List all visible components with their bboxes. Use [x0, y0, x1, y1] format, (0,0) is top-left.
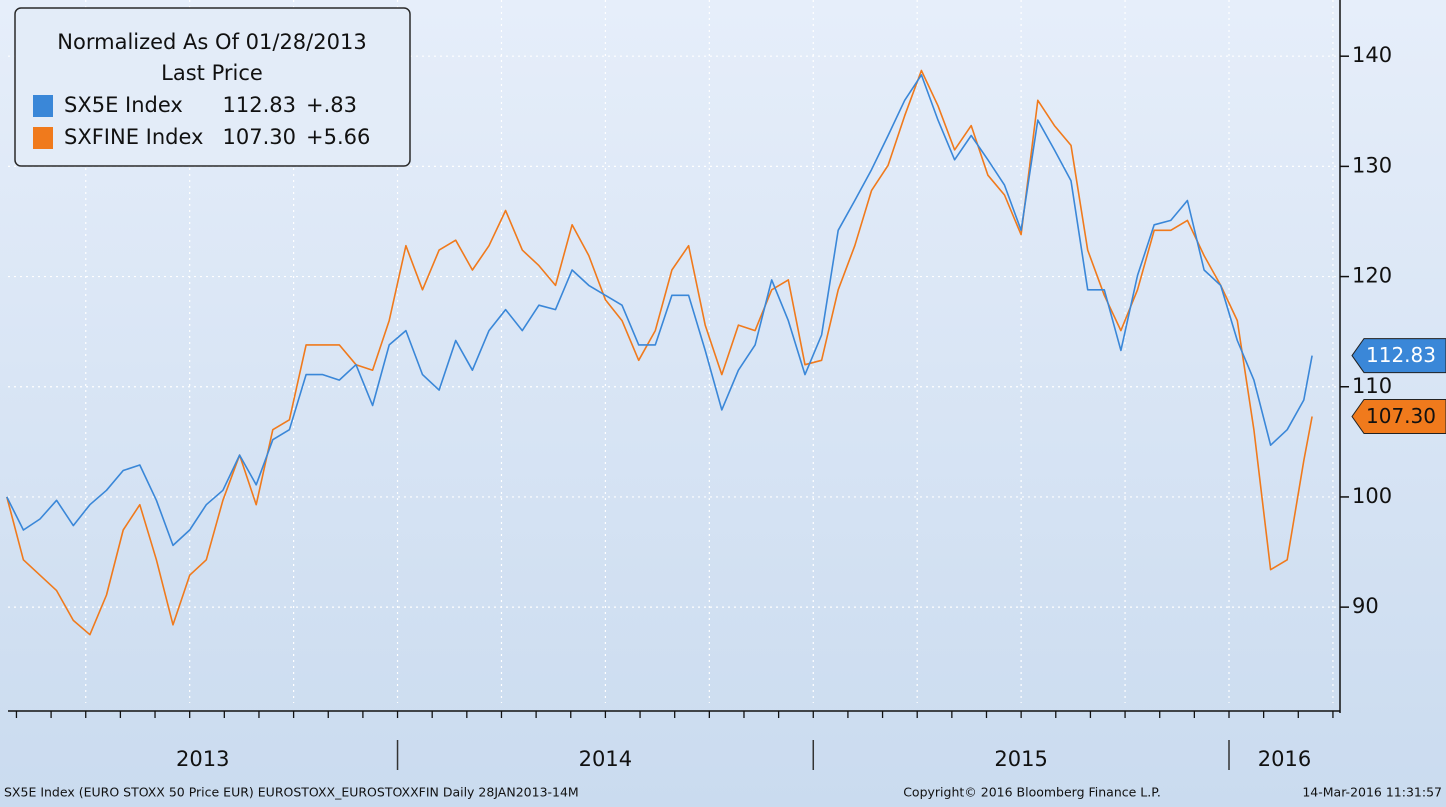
last-price-tag-label: 107.30: [1366, 404, 1436, 428]
y-tick-label: 140: [1352, 43, 1392, 67]
x-tick-label: 2013: [176, 747, 229, 771]
series-line: [6, 69, 1313, 636]
series-line: [6, 74, 1313, 547]
legend-title: Normalized As Of 01/28/2013: [57, 30, 366, 54]
y-tick-label: 100: [1352, 484, 1392, 508]
x-tick-label: 2016: [1258, 747, 1311, 771]
legend-name: SX5E Index: [64, 93, 183, 117]
legend-change: +.83: [306, 93, 357, 117]
legend-last: 107.30: [223, 125, 296, 149]
x-tick-label: 2015: [994, 747, 1047, 771]
last-price-tag-label: 112.83: [1366, 343, 1436, 367]
last-price-tag: [1351, 338, 1446, 374]
footer-copyright: Copyright© 2016 Bloomberg Finance L.P.: [903, 785, 1161, 800]
y-tick-label: 120: [1352, 264, 1392, 288]
legend-change: +5.66: [306, 125, 370, 149]
footer-timestamp: 14-Mar-2016 11:31:57: [1302, 785, 1442, 800]
legend-name: SXFINE Index: [64, 125, 203, 149]
x-tick-label: 2014: [579, 747, 632, 771]
y-tick-label: 110: [1352, 374, 1392, 398]
y-tick-label: 90: [1352, 594, 1379, 618]
legend-swatch: [33, 127, 53, 149]
legend-last: 112.83: [223, 93, 296, 117]
legend-swatch: [33, 95, 53, 117]
footer-source: SX5E Index (EURO STOXX 50 Price EUR) EUR…: [4, 785, 579, 800]
y-tick-label: 130: [1352, 153, 1392, 177]
last-price-tag: [1351, 399, 1446, 435]
legend-box: [14, 7, 411, 167]
legend-subtitle: Last Price: [161, 61, 263, 85]
